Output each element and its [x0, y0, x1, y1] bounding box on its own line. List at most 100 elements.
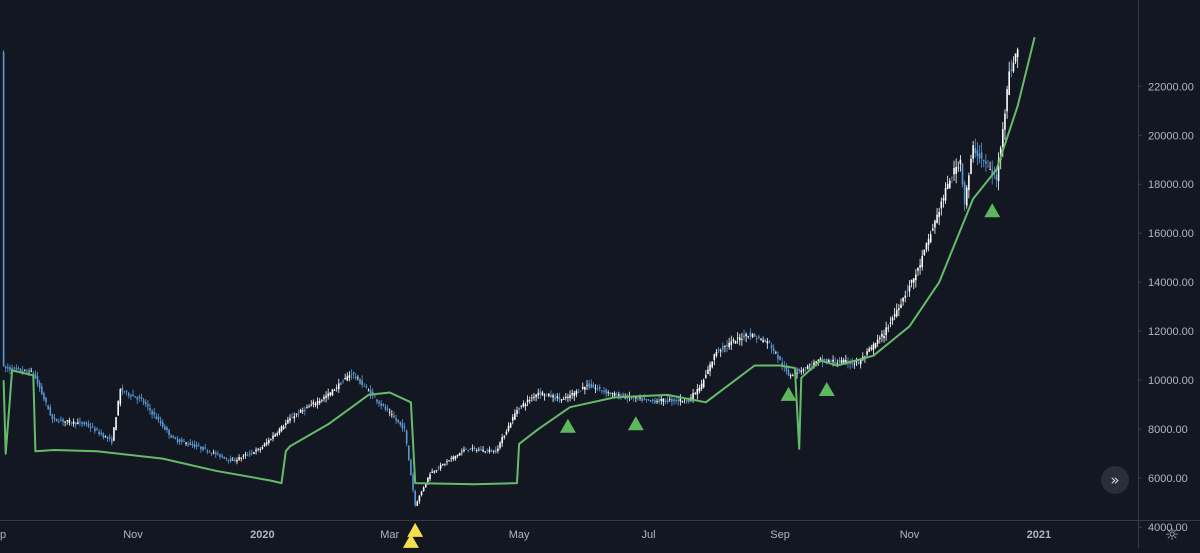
candle-body [36, 376, 39, 384]
candle-body [217, 453, 219, 455]
candle-body [615, 394, 618, 396]
candle-body [514, 413, 516, 420]
candle-body [484, 451, 486, 453]
candle-body [240, 457, 243, 459]
x-tick-label: 2020 [250, 529, 274, 541]
candle-body [85, 422, 88, 425]
candle-body [246, 454, 249, 456]
candle-body [72, 421, 75, 424]
candle-body [331, 389, 334, 395]
candle-body [325, 395, 327, 398]
candle-body [176, 439, 179, 442]
candle-body [371, 391, 374, 395]
candle-body [887, 327, 890, 329]
plot-area[interactable] [2, 37, 1036, 548]
candle-body [437, 467, 440, 469]
candle-body [427, 477, 429, 483]
price-axis[interactable]: 4000.00 6000.00 8000.00 10000.00 12000.00 140… [1138, 0, 1194, 548]
candle-body [785, 366, 788, 371]
candle-body [664, 401, 667, 402]
candle-body [878, 337, 881, 339]
candle-body [660, 398, 663, 401]
candle-body [420, 491, 423, 496]
candle-body [106, 436, 109, 439]
candle-body [418, 495, 421, 502]
candle-body [299, 410, 302, 413]
candle-body [494, 449, 497, 453]
y-tick-label: 16000.00 [1148, 228, 1194, 240]
candle-body [503, 436, 506, 438]
candle-body [121, 387, 124, 392]
candle-body [89, 426, 92, 428]
candle-body [791, 375, 794, 377]
candle-body [974, 148, 977, 154]
y-tick-label: 4000.00 [1148, 522, 1188, 534]
candle-body [346, 376, 349, 381]
candle-body [115, 417, 117, 431]
candle-body [102, 433, 105, 438]
candle-body [113, 427, 115, 441]
candle-body [853, 363, 856, 365]
candle-body [374, 396, 376, 398]
candle-body [104, 436, 107, 438]
candle-body [825, 358, 828, 362]
candle-body [688, 399, 690, 402]
candle-body [609, 392, 612, 395]
time-axis[interactable]: p Nov 2020 Mar May Jul Sep Nov 2021 [0, 520, 1200, 542]
candle-body [257, 448, 259, 450]
candle-body [45, 397, 47, 403]
candle-body [304, 409, 306, 411]
candle-body [439, 464, 442, 469]
candle-body [543, 395, 546, 397]
candle-body [147, 404, 149, 407]
candle-body [100, 432, 102, 435]
candle-body [206, 450, 209, 453]
candle-body [342, 380, 344, 382]
scroll-to-realtime-button[interactable]: » [1101, 466, 1129, 494]
candle-body [127, 392, 130, 396]
candle-body [573, 392, 576, 397]
candle-body [369, 389, 372, 396]
candle-body [605, 389, 607, 394]
candle-body [473, 447, 476, 449]
candle-body [376, 399, 378, 402]
candle-body [26, 371, 28, 372]
candle-body [855, 361, 858, 363]
candle-body [251, 452, 253, 454]
candle-body [579, 390, 582, 392]
candle-body [195, 444, 198, 447]
candle-body [948, 180, 951, 189]
candle-body [921, 256, 924, 268]
candle-body [970, 158, 972, 174]
candle-body [214, 452, 217, 455]
candle-body [575, 390, 578, 395]
candle-body [876, 339, 879, 344]
candle-body [350, 374, 353, 376]
candle-body [997, 159, 1000, 182]
chart-settings-button[interactable]: ☼ [1160, 522, 1184, 546]
candle-body [166, 427, 168, 431]
candle-body [1006, 89, 1008, 112]
candle-body [849, 362, 851, 364]
candle-body [545, 393, 548, 395]
candle-body [359, 378, 361, 384]
candle-body [119, 389, 122, 405]
candle-body [149, 407, 151, 411]
candle-body [238, 457, 240, 460]
candle-body [651, 399, 654, 401]
candle-body [293, 416, 296, 419]
candle-body [161, 421, 164, 427]
candle-body [178, 439, 181, 443]
candle-body [643, 398, 646, 400]
candle-body [995, 175, 998, 180]
candle-body [234, 459, 236, 461]
candle-body [910, 279, 913, 283]
candle-body [802, 369, 805, 371]
candle-body [533, 397, 535, 399]
candle-body [435, 470, 438, 472]
candle-body [365, 386, 368, 388]
candle-body [301, 410, 304, 412]
candle-body [904, 295, 907, 298]
candle-body [524, 404, 527, 407]
